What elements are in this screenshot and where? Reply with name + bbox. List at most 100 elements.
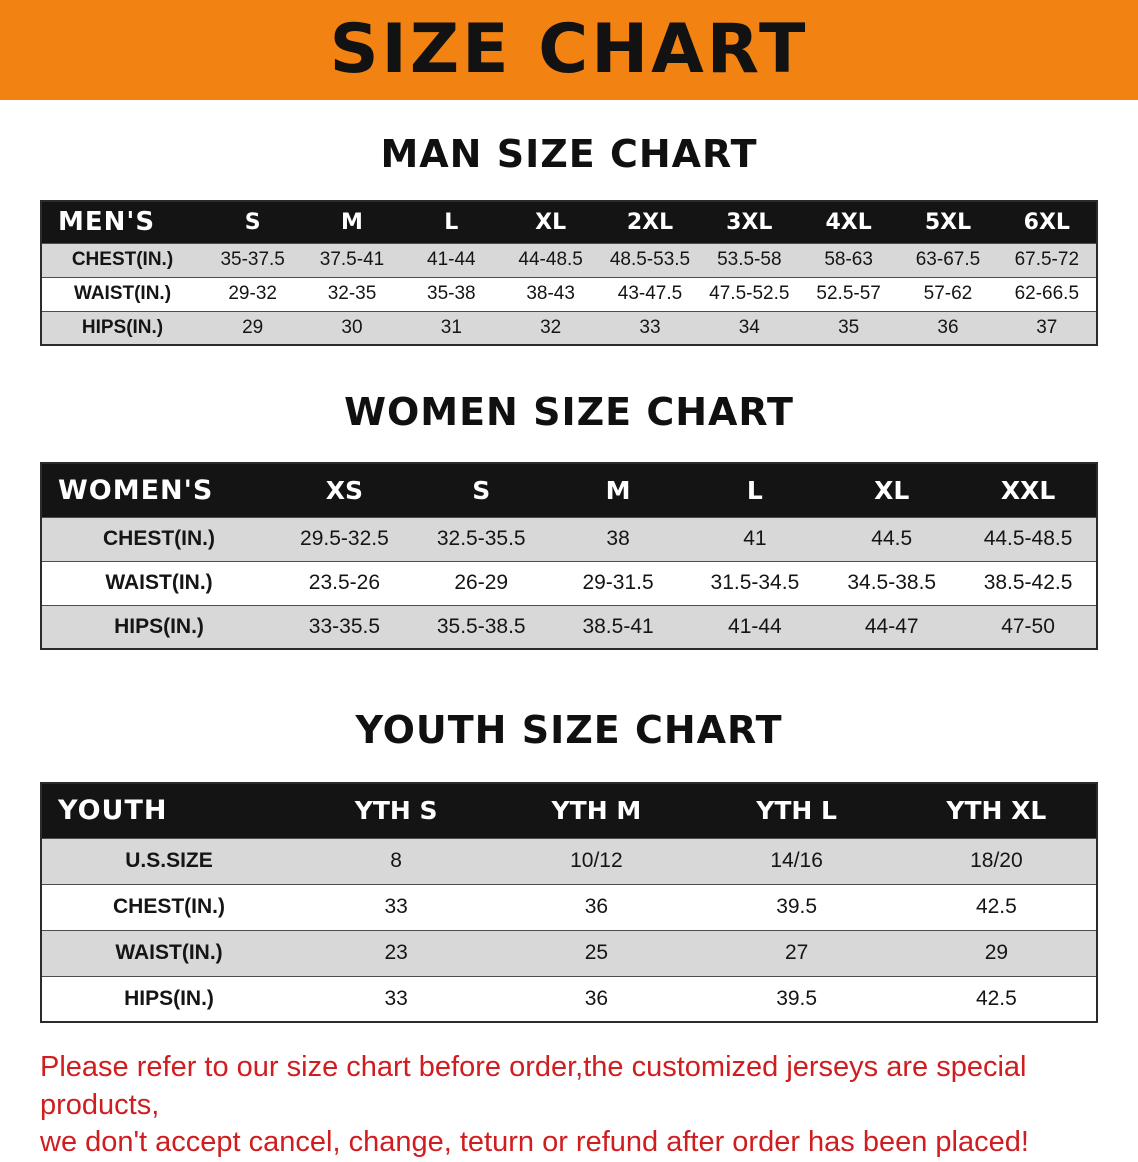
size-value-cell: 47.5-52.5 (699, 276, 799, 311)
size-value-cell: 41 (686, 516, 824, 561)
size-value-cell: 10/12 (496, 837, 697, 884)
measurement-label: U.S.SIZE (41, 837, 296, 884)
table-row: CHEST(IN.) 29.5-32.5 32.5-35.5 38 41 44.5 44.5… (41, 516, 1097, 561)
size-value-cell: 29-31.5 (549, 560, 687, 605)
size-value-cell: 41-44 (401, 242, 501, 277)
size-column-header: 6XL (997, 201, 1097, 243)
size-value-cell: 57-62 (898, 276, 998, 311)
size-value-cell: 35-38 (401, 276, 501, 311)
size-column-header: M (549, 463, 687, 517)
table-row: WAIST(IN.) 23.5-26 26-29 29-31.5 31.5-34.5 34… (41, 560, 1097, 605)
footer-notice: Please refer to our size chart before or… (40, 1049, 1098, 1162)
size-column-header: S (203, 201, 303, 243)
size-value-cell: 30 (302, 310, 402, 345)
table-header-row: WOMEN'S XS S M L XL XXL (41, 463, 1097, 517)
size-value-cell: 39.5 (696, 883, 897, 930)
size-value-cell: 32-35 (302, 276, 402, 311)
table-title-cell: WOMEN'S (41, 463, 276, 517)
size-value-cell: 32.5-35.5 (412, 516, 550, 561)
measurement-label: HIPS(IN.) (41, 604, 276, 649)
size-value-cell: 31.5-34.5 (686, 560, 824, 605)
size-value-cell: 43-47.5 (600, 276, 700, 311)
size-value-cell: 34 (699, 310, 799, 345)
table-row: WAIST(IN.) 23 25 27 29 (41, 929, 1097, 976)
youth-size-section: YOUTH SIZE CHART YOUTH YTH S YTH M YTH L YTH… (0, 708, 1138, 1023)
size-value-cell: 35-37.5 (203, 242, 303, 277)
size-column-header: M (302, 201, 402, 243)
youth-section-heading: YOUTH SIZE CHART (355, 708, 783, 752)
size-value-cell: 53.5-58 (699, 242, 799, 277)
size-column-header: 5XL (898, 201, 998, 243)
size-value-cell: 38.5-41 (549, 604, 687, 649)
size-value-cell: 44-47 (823, 604, 961, 649)
banner: SIZE CHART (0, 0, 1138, 100)
size-column-header: S (412, 463, 550, 517)
size-value-cell: 29.5-32.5 (276, 516, 413, 561)
size-value-cell: 33 (600, 310, 700, 345)
size-column-header: YTH XL (896, 783, 1097, 838)
size-value-cell: 33-35.5 (276, 604, 413, 649)
table-header-row: MEN'S S M L XL 2XL 3XL 4XL 5XL 6XL (41, 201, 1097, 243)
size-value-cell: 62-66.5 (997, 276, 1097, 311)
measurement-label: CHEST(IN.) (41, 516, 276, 561)
women-section-heading: WOMEN SIZE CHART (344, 390, 794, 434)
measurement-label: CHEST(IN.) (41, 883, 296, 930)
table-row: U.S.SIZE 8 10/12 14/16 18/20 (41, 837, 1097, 884)
size-column-header: YTH M (496, 783, 697, 838)
women-size-table: WOMEN'S XS S M L XL XXL CHEST(IN.) 29.5-32.5 32.5… (40, 462, 1098, 650)
size-value-cell: 42.5 (896, 975, 1097, 1022)
size-value-cell: 48.5-53.5 (600, 242, 700, 277)
size-column-header: 2XL (600, 201, 700, 243)
size-value-cell: 38.5-42.5 (960, 560, 1097, 605)
measurement-label: WAIST(IN.) (41, 560, 276, 605)
notice-line-1: Please refer to our size chart before or… (40, 1051, 1027, 1121)
size-column-header: XXL (960, 463, 1097, 517)
size-value-cell: 39.5 (696, 975, 897, 1022)
size-value-cell: 8 (296, 837, 497, 884)
women-size-section: WOMEN SIZE CHART WOMEN'S XS S M L XL XXL CHEST(… (0, 390, 1138, 650)
size-value-cell: 36 (496, 975, 697, 1022)
measurement-label: HIPS(IN.) (41, 975, 296, 1022)
size-column-header: YTH S (296, 783, 497, 838)
size-value-cell: 44-48.5 (500, 242, 601, 277)
size-value-cell: 25 (496, 929, 697, 976)
table-row: CHEST(IN.) 35-37.5 37.5-41 41-44 44-48.5 48.5… (41, 242, 1097, 277)
size-value-cell: 14/16 (696, 837, 897, 884)
size-column-header: L (401, 201, 501, 243)
size-value-cell: 29 (896, 929, 1097, 976)
size-value-cell: 67.5-72 (997, 242, 1097, 277)
size-value-cell: 29-32 (203, 276, 303, 311)
size-value-cell: 63-67.5 (898, 242, 998, 277)
table-row: CHEST(IN.) 33 36 39.5 42.5 (41, 883, 1097, 930)
size-column-header: XS (276, 463, 413, 517)
size-value-cell: 29 (203, 310, 303, 345)
size-value-cell: 33 (296, 975, 497, 1022)
size-value-cell: 38 (549, 516, 687, 561)
table-row: HIPS(IN.) 29 30 31 32 33 34 35 36 37 (41, 310, 1097, 345)
size-value-cell: 23.5-26 (276, 560, 413, 605)
men-section-heading: MAN SIZE CHART (380, 132, 758, 176)
size-value-cell: 38-43 (500, 276, 601, 311)
size-column-header: YTH L (696, 783, 897, 838)
size-value-cell: 31 (401, 310, 501, 345)
size-column-header: XL (823, 463, 961, 517)
table-header-row: YOUTH YTH S YTH M YTH L YTH XL (41, 783, 1097, 838)
measurement-label: WAIST(IN.) (41, 276, 203, 311)
measurement-label: HIPS(IN.) (41, 310, 203, 345)
measurement-label: CHEST(IN.) (41, 242, 203, 277)
page-title: SIZE CHART (329, 10, 809, 89)
size-value-cell: 47-50 (960, 604, 1097, 649)
size-value-cell: 27 (696, 929, 897, 976)
size-value-cell: 41-44 (686, 604, 824, 649)
size-column-header: 3XL (699, 201, 799, 243)
size-value-cell: 34.5-38.5 (823, 560, 961, 605)
size-value-cell: 44.5 (823, 516, 961, 561)
size-column-header: L (686, 463, 824, 517)
size-value-cell: 52.5-57 (798, 276, 899, 311)
men-size-table: MEN'S S M L XL 2XL 3XL 4XL 5XL 6XL CHEST(IN.) 35-37… (40, 200, 1098, 346)
size-value-cell: 35 (798, 310, 899, 345)
size-value-cell: 33 (296, 883, 497, 930)
size-column-header: 4XL (798, 201, 899, 243)
table-row: HIPS(IN.) 33-35.5 35.5-38.5 38.5-41 41-44 44-… (41, 604, 1097, 649)
